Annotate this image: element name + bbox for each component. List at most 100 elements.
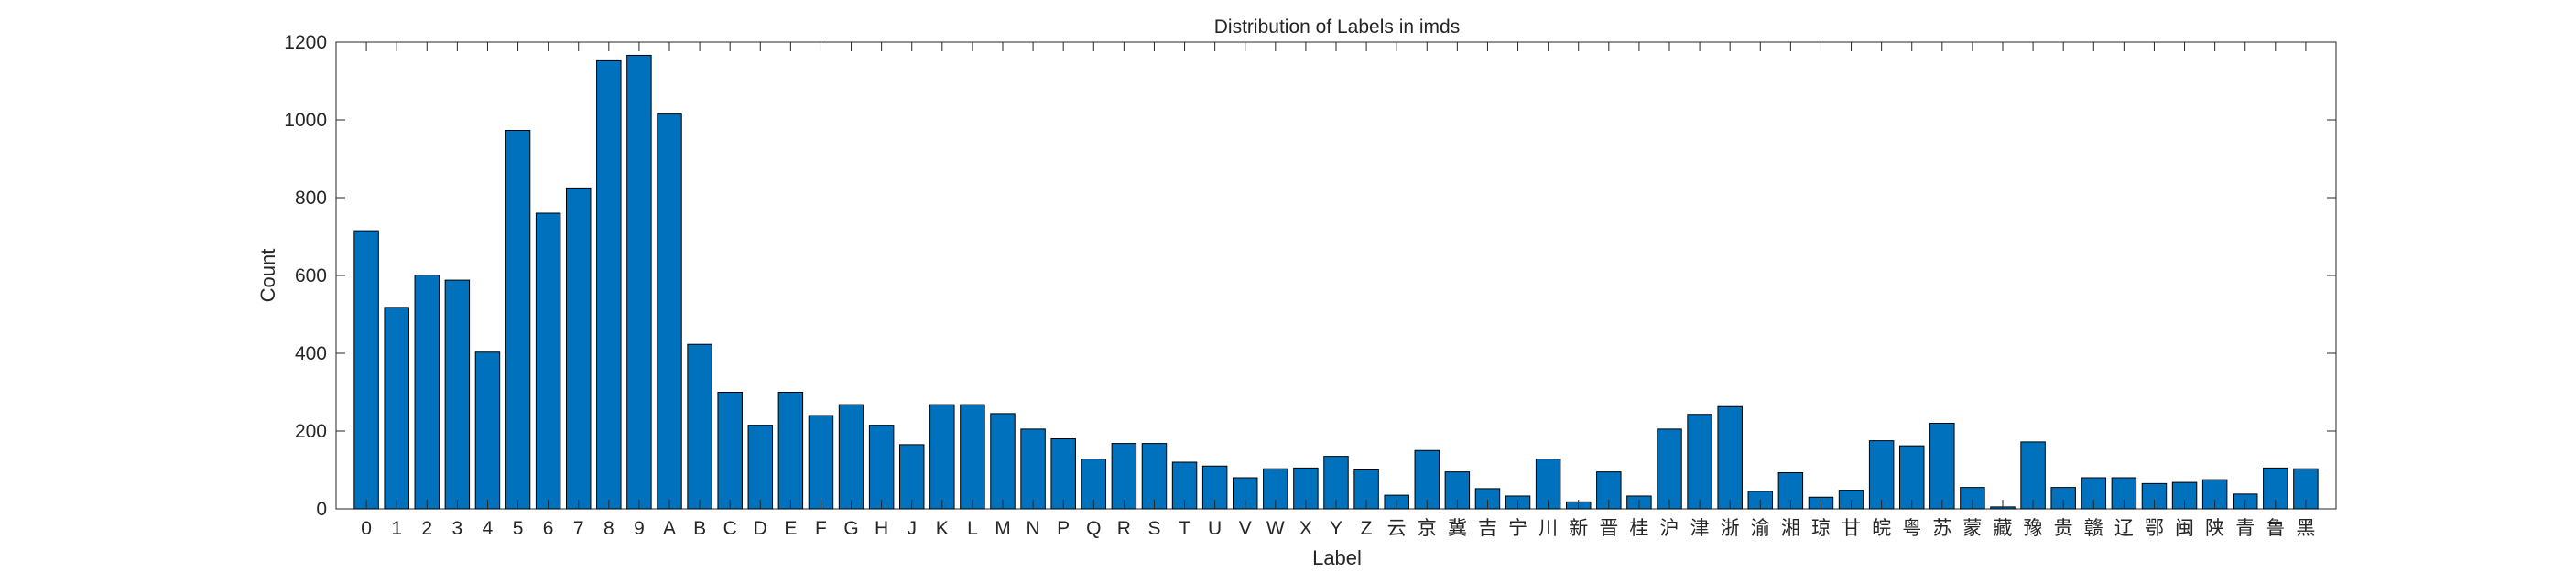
bar-E: [777, 392, 804, 510]
bar-贵: [2050, 487, 2076, 510]
y-tick-label: 200: [295, 421, 327, 442]
x-tick-label: 吉: [1478, 518, 1497, 539]
x-tick-label: 冀: [1448, 518, 1467, 539]
y-tick-label: 1200: [284, 32, 327, 53]
x-tick-label: S: [1147, 518, 1160, 539]
bar-B: [687, 343, 712, 510]
x-tick-label: A: [663, 518, 676, 539]
bar-津: [1687, 414, 1712, 510]
x-tick-label: 桂: [1629, 518, 1648, 539]
x-tick-label: U: [1208, 518, 1222, 539]
x-tick-label: D: [754, 518, 767, 539]
x-tick-label: M: [995, 518, 1011, 539]
x-tick-label: 鄂: [2145, 518, 2164, 539]
bar-D: [747, 425, 774, 510]
bar-9: [626, 54, 652, 510]
bar-3: [444, 279, 471, 510]
bar-R: [1111, 443, 1137, 510]
x-tick-label: 9: [634, 518, 645, 539]
x-tick-label: Z: [1361, 518, 1373, 539]
bar-0: [353, 230, 379, 510]
bar-苏: [1929, 423, 1955, 510]
x-tick-label: 藏: [1994, 518, 2013, 539]
x-tick-label: H: [875, 518, 888, 539]
x-tick-label: 川: [1538, 518, 1558, 539]
x-tick-label: K: [936, 518, 949, 539]
bar-G: [838, 404, 864, 510]
x-tick-label: 1: [391, 518, 402, 539]
bar-豫: [2020, 441, 2046, 510]
x-tick-label: G: [843, 518, 858, 539]
bar-沪: [1657, 428, 1682, 510]
bar-蒙: [1960, 487, 1985, 510]
x-axis-label: Label: [1312, 546, 1362, 569]
bar-2: [414, 275, 440, 510]
x-tick-label: 渝: [1751, 518, 1770, 539]
x-tick-label: 0: [361, 518, 372, 539]
bar-H: [868, 425, 895, 510]
x-tick-label: R: [1117, 518, 1131, 539]
x-tick-label: 沪: [1660, 518, 1679, 539]
x-tick-label: W: [1266, 518, 1285, 539]
bar-7: [565, 187, 592, 510]
x-tick-label: 3: [452, 518, 463, 539]
x-tick-label: 鲁: [2266, 518, 2285, 539]
x-tick-label: N: [1027, 518, 1040, 539]
bar-5: [505, 129, 531, 510]
x-tick-label: 云: [1387, 518, 1407, 539]
x-tick-label: 陕: [2205, 518, 2224, 539]
bar-M: [990, 413, 1016, 510]
x-tick-label: J: [907, 518, 917, 539]
x-tick-label: 6: [543, 518, 554, 539]
bar-S: [1141, 443, 1168, 510]
y-axis-label: Count: [256, 249, 279, 303]
bar-A: [657, 113, 682, 510]
x-tick-label: F: [815, 518, 827, 539]
bar-1: [384, 307, 409, 510]
bar-C: [717, 392, 743, 510]
bar-P: [1050, 438, 1076, 510]
y-tick-label: 1000: [284, 110, 327, 131]
x-tick-label: 闽: [2175, 518, 2194, 539]
x-tick-label: P: [1057, 518, 1070, 539]
y-tick-label: 800: [295, 188, 327, 209]
x-tick-label: 蒙: [1962, 518, 1982, 539]
bar-粤: [1898, 445, 1925, 510]
x-tick-label: 4: [483, 518, 494, 539]
x-tick-label: 京: [1418, 518, 1437, 539]
bar-皖: [1868, 440, 1895, 510]
x-tick-label: 赣: [2084, 518, 2103, 539]
y-tick-label: 0: [316, 499, 327, 520]
x-tick-label: 贵: [2054, 518, 2073, 539]
x-tick-label: 新: [1569, 518, 1588, 539]
bar-浙: [1717, 405, 1743, 510]
x-tick-label: L: [967, 518, 978, 539]
x-tick-label: X: [1299, 518, 1312, 539]
bar-X: [1293, 467, 1319, 510]
bar-L: [960, 404, 985, 510]
x-tick-label: Q: [1086, 518, 1101, 539]
x-tick-label: 8: [603, 518, 614, 539]
x-tick-label: E: [784, 518, 797, 539]
x-tick-label: 2: [421, 518, 432, 539]
x-tick-label: Y: [1330, 518, 1342, 539]
bar-4: [474, 351, 501, 510]
bar-N: [1020, 428, 1046, 510]
x-tick-label: 苏: [1932, 518, 1951, 539]
x-tick-label: 宁: [1508, 518, 1527, 539]
bar-6: [535, 212, 561, 510]
x-tick-label: 粤: [1902, 518, 1921, 539]
bar-8: [596, 59, 622, 510]
x-tick-label: 皖: [1872, 518, 1891, 539]
bar-京: [1414, 449, 1440, 510]
x-tick-label: 青: [2235, 518, 2255, 539]
x-tick-label: 湘: [1781, 518, 1800, 539]
x-tick-label: 5: [513, 518, 524, 539]
y-tick-label: 600: [295, 265, 327, 286]
x-tick-label: T: [1179, 518, 1190, 539]
y-tick-label: 400: [295, 343, 327, 364]
x-tick-label: 晋: [1599, 518, 1618, 539]
x-tick-label: V: [1239, 518, 1252, 539]
